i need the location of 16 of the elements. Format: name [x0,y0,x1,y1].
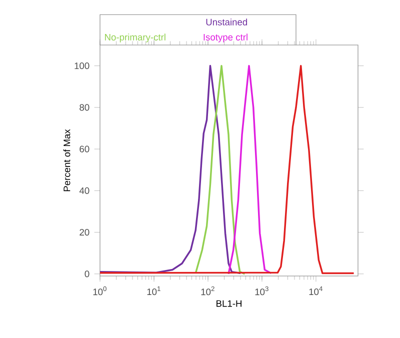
x-tick-label: 10$^{0}$ [93,286,106,296]
y-tick-label: 60 [80,146,90,152]
x-axis-title: BL1-H [216,300,242,307]
text: Unstained [206,18,248,26]
x-tick-label: 10$^{2}$ [201,286,214,296]
y-axis-title: Percent of Max [63,129,70,192]
x-tick-label: 10$^{4}$ [309,286,322,296]
text: No-primary-ctrl [105,34,166,42]
y-tick-label: 80 [80,104,90,111]
y-tick-label: 40 [79,187,90,194]
y-tick-label: 100 [74,62,90,70]
y-tick-label: 20 [80,228,90,236]
x-tick-label: 10$^{1}$ [147,286,160,296]
y-tick-label: 0 [84,270,90,278]
x-tick-label: 10$^{3}$ [255,286,268,296]
text: Isotype ctrl [204,34,248,42]
